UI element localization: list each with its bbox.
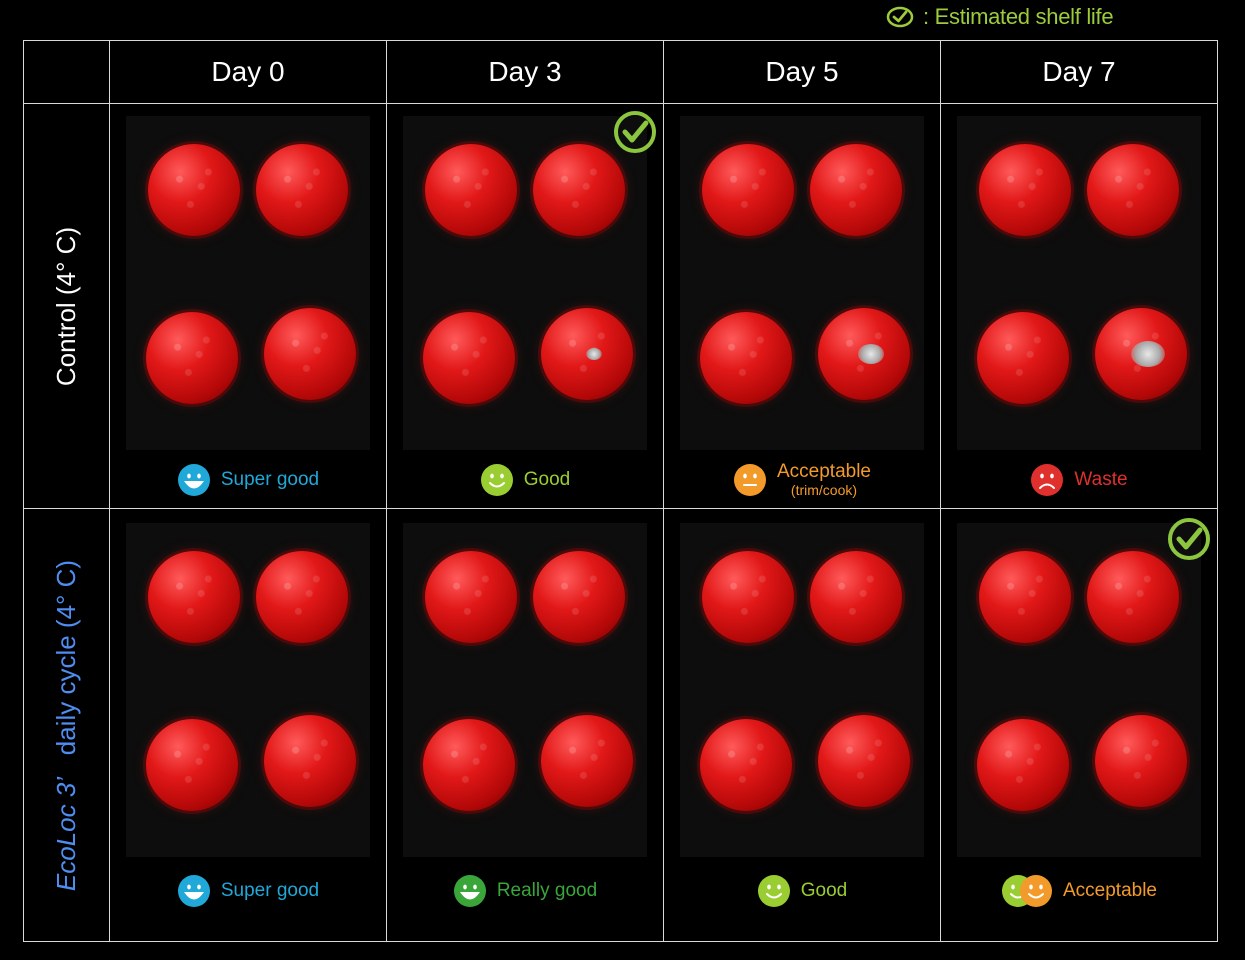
row-label-control: Control (4° C): [51, 226, 81, 386]
raspberry-image: [1087, 144, 1179, 236]
column-header-day-3: Day 3: [488, 56, 562, 87]
smiley-face-icon: [177, 875, 210, 907]
smiley-face-icon: [177, 464, 210, 496]
raspberry-image: [1087, 551, 1179, 643]
raspberry-image: [702, 144, 794, 236]
raspberry-image: [533, 144, 625, 236]
raspberry-image: [1095, 715, 1187, 807]
quality-label: Super good: [220, 880, 320, 902]
quality-status: Good: [664, 861, 940, 921]
raspberry-photo: [680, 523, 924, 857]
raspberry-image: [810, 551, 902, 643]
raspberry-image: [977, 312, 1069, 404]
raspberry-image: [818, 715, 910, 807]
column-header-day-7: Day 7: [1042, 56, 1116, 87]
raspberry-image: [423, 719, 515, 811]
smiley-face-icon: [453, 875, 486, 907]
quality-sublabel: (trim/cook): [790, 482, 858, 499]
raspberry-image: [146, 719, 238, 811]
raspberry-photo: [403, 116, 647, 450]
raspberry-image: [541, 715, 633, 807]
smiley-face-icon: [1019, 875, 1052, 907]
quality-label: Acceptable: [1062, 880, 1157, 902]
raspberry-image: [977, 719, 1069, 811]
quality-status: Good: [387, 454, 663, 506]
quality-status: Waste: [941, 454, 1217, 506]
raspberry-image: [146, 312, 238, 404]
mold-spot: [858, 344, 884, 364]
raspberry-image: [700, 312, 792, 404]
raspberry-photo: [403, 523, 647, 857]
raspberry-image: [256, 551, 348, 643]
column-header-day-5: Day 5: [765, 56, 839, 87]
raspberry-image: [702, 551, 794, 643]
smiley-face-icon: [733, 464, 766, 496]
quality-status: Acceptable: [941, 861, 1217, 921]
raspberry-photo: [126, 116, 370, 450]
shelf-life-check-icon: [1168, 518, 1210, 560]
legend-label: : Estimated shelf life: [923, 4, 1114, 29]
raspberry-photo: [957, 116, 1201, 450]
raspberry-image: [425, 551, 517, 643]
raspberry-image: [979, 551, 1071, 643]
raspberry-image: [700, 719, 792, 811]
quality-status: Really good: [387, 861, 663, 921]
shelf-life-check-icon: [614, 111, 656, 153]
quality-label: Acceptable: [776, 461, 871, 483]
quality-label: Good: [800, 880, 848, 902]
column-header-day-0: Day 0: [211, 56, 285, 87]
quality-status: Super good: [110, 861, 386, 921]
raspberry-image: [810, 144, 902, 236]
raspberry-image: [979, 144, 1071, 236]
raspberry-image: [264, 308, 356, 400]
quality-status: Acceptable (trim/cook): [664, 454, 940, 506]
smiley-face-icon: [757, 875, 790, 907]
raspberry-image: [423, 312, 515, 404]
raspberry-image: [256, 144, 348, 236]
raspberry-image: [264, 715, 356, 807]
shelf-life-legend: : Estimated shelf life: [885, 2, 1114, 32]
raspberry-image: [533, 551, 625, 643]
quality-label: Really good: [496, 880, 598, 902]
ecoloc-brand: EcoLoc 3’: [51, 776, 82, 891]
quality-status: Super good: [110, 454, 386, 506]
row-label-ecoloc: EcoLoc 3’ daily cycle (4° C): [24, 509, 109, 941]
smiley-face-icon: [1031, 464, 1064, 496]
raspberry-image: [425, 144, 517, 236]
quality-label: Super good: [220, 469, 320, 491]
quality-label: Good: [523, 469, 571, 491]
raspberry-image: [818, 308, 910, 400]
smiley-face-icon: [480, 464, 513, 496]
raspberry-photo: [957, 523, 1201, 857]
comparison-grid: Day 0 Day 3 Day 5 Day 7 Control (4° C) E…: [23, 40, 1218, 942]
quality-label: Waste: [1074, 469, 1128, 491]
raspberry-photo: [680, 116, 924, 450]
raspberry-photo: [126, 523, 370, 857]
ecoloc-cycle: daily cycle (4° C): [51, 559, 82, 755]
check-icon: [886, 6, 914, 28]
mold-spot: [1131, 341, 1165, 367]
raspberry-image: [148, 551, 240, 643]
mold-spot: [586, 348, 602, 360]
raspberry-image: [148, 144, 240, 236]
